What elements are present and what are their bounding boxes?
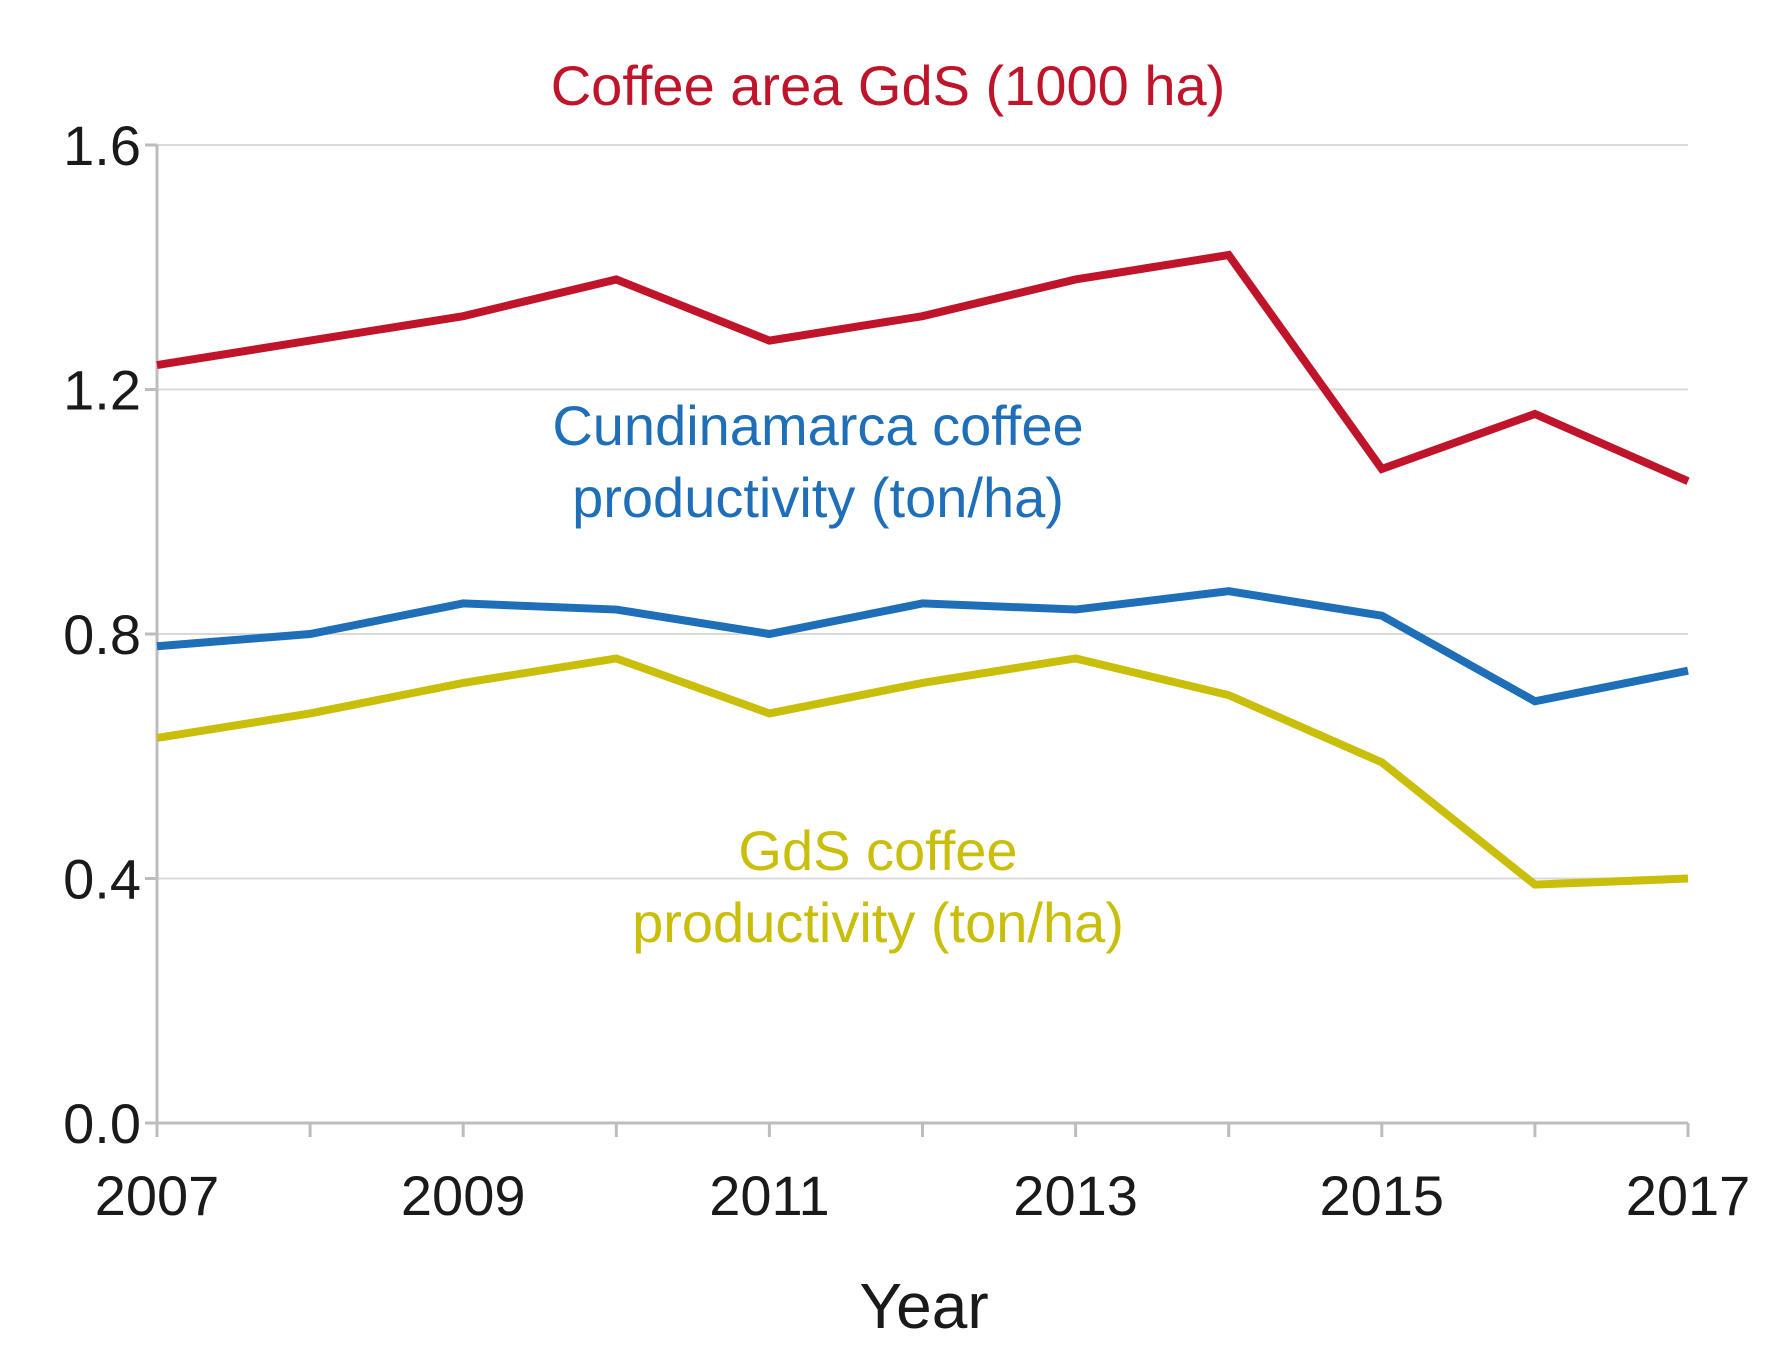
- series-label-line: productivity (ton/ha): [572, 466, 1064, 529]
- x-tick-label-2009: 2009: [401, 1164, 526, 1227]
- y-tick-label-0-4: 0.4: [63, 848, 141, 911]
- series-label-line: Coffee area GdS (1000 ha): [551, 54, 1226, 117]
- series-line-coffee-area-gds-1000-ha: [156, 250, 1690, 485]
- x-tick-label-2013: 2013: [1013, 1164, 1138, 1227]
- y-tick-label-1-2: 1.2: [63, 359, 141, 422]
- series-label-cundinamarca-productivity: Cundinamarca coffee productivity (ton/ha): [552, 394, 1083, 529]
- series-label-line: GdS coffee: [738, 819, 1017, 882]
- series-label-line: Cundinamarca coffee: [552, 394, 1083, 457]
- x-tick-label-2011: 2011: [709, 1164, 829, 1227]
- series-labels: Coffee area GdS (1000 ha) Cundinamarca c…: [551, 54, 1226, 954]
- y-tick-label-1-6: 1.6: [63, 114, 141, 177]
- y-tick-label-0-8: 0.8: [63, 603, 141, 666]
- x-axis-title: Year: [859, 1270, 988, 1342]
- series-label-coffee-area: Coffee area GdS (1000 ha): [551, 54, 1226, 117]
- series-label-gds-productivity: GdS coffee productivity (ton/ha): [632, 819, 1124, 954]
- x-tick-label-2015: 2015: [1320, 1164, 1445, 1227]
- axes: [145, 145, 1688, 1125]
- series-lines: [156, 250, 1690, 889]
- gridlines: [145, 143, 1688, 1125]
- series-line-gds-coffee-productivity-ton-ha: [156, 654, 1689, 889]
- x-tick-label-2017: 2017: [1626, 1164, 1751, 1227]
- y-tick-labels: 0.0 0.4 0.8 1.2 1.6: [63, 114, 141, 1155]
- series-line-cundinamarca-coffee-productivity-ton-ha: [156, 587, 1689, 706]
- x-ticks: 2007 2009 2011 2013 2015 2017: [95, 1123, 1751, 1227]
- y-tick-label-0-0: 0.0: [63, 1092, 141, 1155]
- series-label-line: productivity (ton/ha): [632, 891, 1124, 954]
- x-tick-label-2007: 2007: [95, 1164, 220, 1227]
